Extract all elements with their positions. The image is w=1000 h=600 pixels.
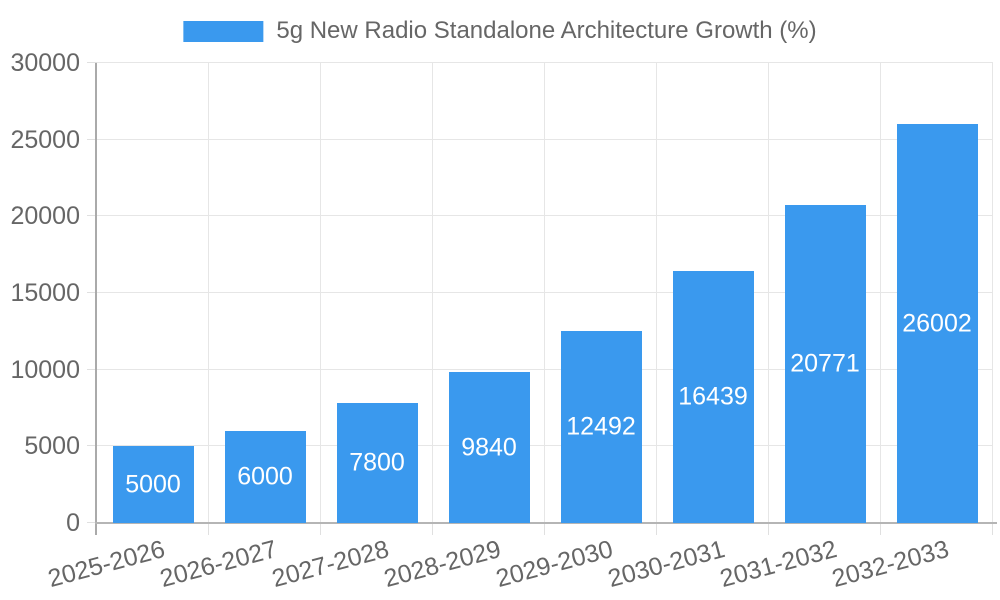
bar-value-label: 5000 bbox=[125, 470, 181, 499]
gridline-vertical bbox=[656, 63, 657, 523]
x-axis-tick bbox=[768, 523, 769, 535]
x-axis-tick-label: 2027-2028 bbox=[269, 535, 393, 593]
bar[interactable] bbox=[448, 372, 530, 523]
bar[interactable] bbox=[560, 331, 642, 523]
y-axis-tick-label: 0 bbox=[66, 509, 80, 537]
y-axis-tick-label: 15000 bbox=[10, 279, 80, 307]
y-axis-tick bbox=[87, 215, 97, 217]
bar-value-label: 26002 bbox=[902, 309, 972, 338]
x-axis-tick bbox=[208, 523, 209, 535]
gridline-vertical bbox=[768, 63, 769, 523]
bar[interactable] bbox=[112, 446, 194, 523]
gridline-horizontal bbox=[97, 292, 993, 293]
legend-swatch-icon bbox=[183, 20, 264, 42]
x-axis-line bbox=[95, 522, 997, 524]
gridline-horizontal bbox=[97, 215, 993, 217]
x-axis-tick-label: 2031-2032 bbox=[717, 535, 841, 593]
bar[interactable] bbox=[672, 270, 754, 523]
legend[interactable]: 5g New Radio Standalone Architecture Gro… bbox=[183, 17, 817, 45]
gridline-vertical bbox=[432, 63, 433, 523]
y-axis-tick bbox=[87, 445, 97, 447]
y-axis-line bbox=[95, 63, 97, 535]
bar[interactable] bbox=[224, 431, 306, 523]
y-axis-tick bbox=[87, 292, 97, 293]
y-axis-tick-label: 25000 bbox=[10, 125, 80, 154]
gridline-vertical bbox=[992, 63, 993, 523]
gridline-horizontal bbox=[97, 138, 993, 140]
y-axis-tick-label: 30000 bbox=[10, 49, 80, 77]
bar-value-label: 6000 bbox=[237, 462, 293, 491]
bar[interactable] bbox=[784, 204, 866, 523]
x-axis-tick-label: 2030-2031 bbox=[605, 535, 729, 593]
x-axis-tick-label: 2029-2030 bbox=[493, 535, 617, 593]
legend-label: 5g New Radio Standalone Architecture Gro… bbox=[276, 17, 817, 44]
gridline-horizontal bbox=[97, 445, 993, 447]
x-axis-tick-label: 2026-2027 bbox=[157, 535, 281, 593]
bar-value-label: 20771 bbox=[790, 349, 860, 378]
x-axis-tick bbox=[432, 523, 433, 535]
y-axis-tick-label: 10000 bbox=[10, 355, 80, 384]
y-axis-tick bbox=[87, 368, 97, 370]
x-axis-tick bbox=[880, 523, 881, 535]
x-axis-tick bbox=[544, 523, 545, 535]
bar-value-label: 7800 bbox=[349, 448, 405, 477]
gridline-vertical bbox=[320, 63, 321, 523]
x-axis-tick-label: 2025-2026 bbox=[45, 535, 169, 593]
bar-value-label: 16439 bbox=[678, 382, 748, 411]
x-axis-tick-label: 2032-2033 bbox=[829, 535, 953, 593]
x-axis-tick bbox=[656, 523, 657, 535]
y-axis-tick-label: 5000 bbox=[24, 432, 80, 461]
y-axis-tick bbox=[87, 62, 97, 63]
gridline-horizontal bbox=[97, 368, 993, 370]
x-axis-tick bbox=[992, 523, 993, 535]
x-axis-tick-label: 2028-2029 bbox=[381, 535, 505, 593]
gridline-vertical bbox=[544, 63, 545, 523]
y-axis-tick-label: 20000 bbox=[10, 202, 80, 231]
gridline-vertical bbox=[880, 63, 881, 523]
bar[interactable] bbox=[896, 124, 978, 523]
gridline-vertical bbox=[208, 63, 209, 523]
bar-value-label: 12492 bbox=[566, 412, 636, 441]
gridline-horizontal bbox=[97, 62, 993, 63]
y-axis-tick bbox=[87, 522, 97, 523]
x-axis-tick bbox=[320, 523, 321, 535]
bar[interactable] bbox=[336, 403, 418, 523]
bar-value-label: 9840 bbox=[461, 433, 517, 462]
y-axis-tick bbox=[87, 138, 97, 140]
